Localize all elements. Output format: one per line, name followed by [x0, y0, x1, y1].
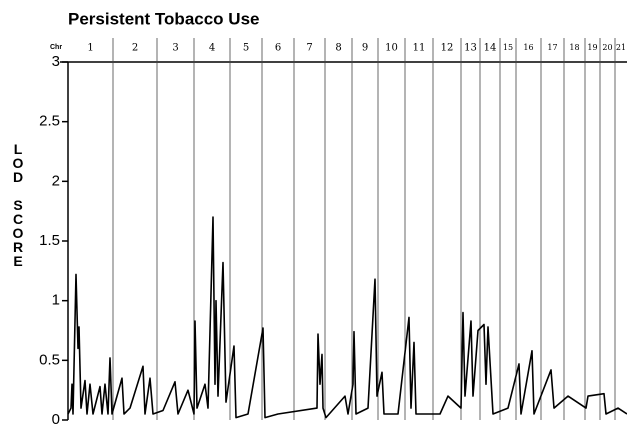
y-tick-label: 1: [52, 292, 60, 309]
chromosome-label: 17: [547, 43, 557, 52]
chromosome-label: 18: [569, 43, 579, 52]
chr-label: Chr: [50, 44, 62, 51]
chromosome-label: 20: [602, 43, 612, 52]
chromosome-label: 11: [413, 43, 426, 54]
chart-title: Persistent Tobacco Use: [68, 9, 259, 28]
chromosome-label: 19: [587, 43, 597, 52]
y-tick-label: 0.5: [39, 351, 60, 368]
y-tick-label: 0: [52, 411, 60, 425]
chromosome-label: 10: [385, 43, 398, 54]
chromosome-label: 8: [335, 43, 341, 54]
chromosome-label: 1: [87, 43, 93, 54]
chromosome-label: 15: [503, 43, 513, 52]
chromosome-label: 7: [306, 43, 312, 54]
chromosome-label: 3: [172, 43, 178, 54]
y-tick-label: 2: [52, 172, 60, 189]
chromosome-label: 12: [441, 43, 454, 54]
chromosome-label: 2: [132, 43, 138, 54]
chromosome-label: 6: [275, 43, 281, 54]
chromosome-label: 4: [209, 43, 215, 54]
chromosome-label: 14: [484, 43, 497, 54]
y-tick-label: 3: [52, 53, 60, 70]
y-tick-label: 2.5: [39, 113, 60, 130]
y-tick-label: 1.5: [39, 232, 60, 249]
chromosome-label: 16: [523, 43, 533, 52]
chromosome-label: 13: [464, 43, 477, 54]
chromosome-label: 9: [362, 43, 368, 54]
chromosome-label: 21: [616, 43, 626, 52]
chromosome-label: 5: [243, 43, 249, 54]
lod-line: [67, 216, 627, 419]
